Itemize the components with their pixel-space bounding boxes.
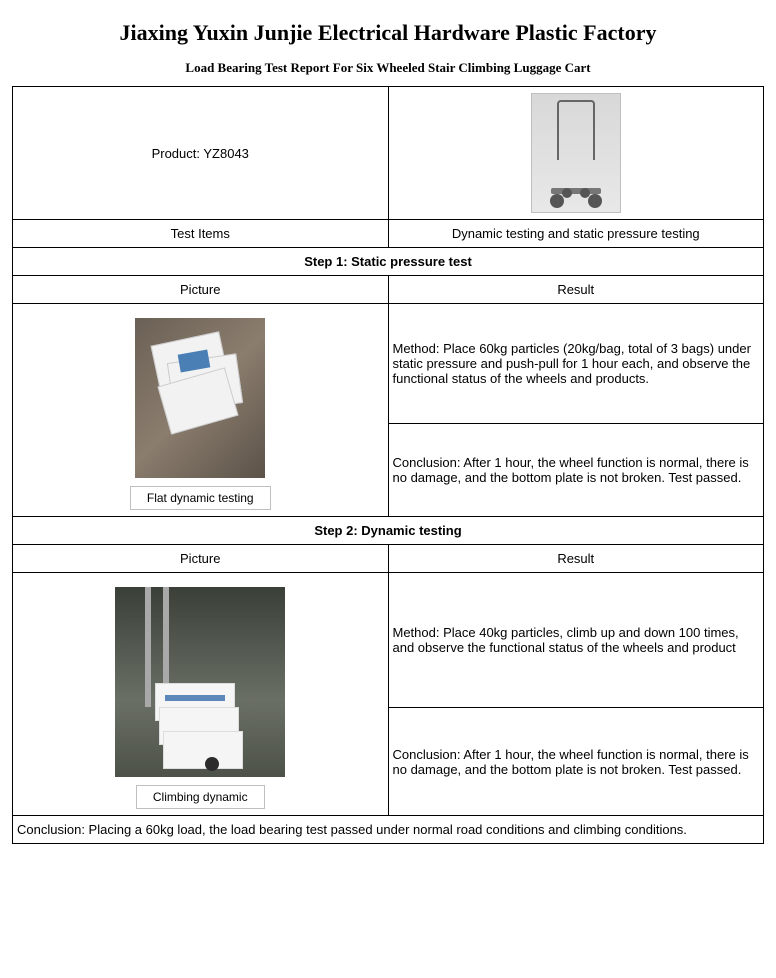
step2-method: Method: Place 40kg particles, climb up a… bbox=[388, 573, 764, 708]
step2-image bbox=[115, 587, 285, 777]
step1-header-row: Step 1: Static pressure test bbox=[13, 248, 764, 276]
step1-result-col: Result bbox=[388, 276, 764, 304]
step1-image bbox=[135, 318, 265, 478]
product-row: Product: YZ8043 bbox=[13, 87, 764, 220]
step1-header: Step 1: Static pressure test bbox=[13, 248, 764, 276]
step2-header-row: Step 2: Dynamic testing bbox=[13, 517, 764, 545]
step2-header: Step 2: Dynamic testing bbox=[13, 517, 764, 545]
step2-conclusion: Conclusion: After 1 hour, the wheel func… bbox=[388, 708, 764, 816]
test-items-row: Test Items Dynamic testing and static pr… bbox=[13, 220, 764, 248]
step1-caption: Flat dynamic testing bbox=[130, 486, 271, 510]
step1-picture-cell: Flat dynamic testing bbox=[13, 304, 389, 517]
report-title: Load Bearing Test Report For Six Wheeled… bbox=[12, 60, 764, 76]
step2-content-row-1: Climbing dynamic Method: Place 40kg part… bbox=[13, 573, 764, 708]
company-title: Jiaxing Yuxin Junjie Electrical Hardware… bbox=[12, 20, 764, 46]
step1-conclusion: Conclusion: After 1 hour, the wheel func… bbox=[388, 423, 764, 516]
test-items-label: Test Items bbox=[13, 220, 389, 248]
step1-method: Method: Place 60kg particles (20kg/bag, … bbox=[388, 304, 764, 424]
step2-picture-cell: Climbing dynamic bbox=[13, 573, 389, 816]
test-items-value: Dynamic testing and static pressure test… bbox=[388, 220, 764, 248]
step1-picture-col: Picture bbox=[13, 276, 389, 304]
step2-picture-col: Picture bbox=[13, 545, 389, 573]
product-image bbox=[531, 93, 621, 213]
final-conclusion: Conclusion: Placing a 60kg load, the loa… bbox=[13, 816, 764, 844]
step2-caption: Climbing dynamic bbox=[136, 785, 265, 809]
product-label-cell: Product: YZ8043 bbox=[13, 87, 389, 220]
step2-result-col: Result bbox=[388, 545, 764, 573]
step2-colhead-row: Picture Result bbox=[13, 545, 764, 573]
step1-colhead-row: Picture Result bbox=[13, 276, 764, 304]
product-image-cell bbox=[388, 87, 764, 220]
product-label: Product: YZ8043 bbox=[152, 146, 249, 161]
final-row: Conclusion: Placing a 60kg load, the loa… bbox=[13, 816, 764, 844]
report-table: Product: YZ8043 Test Items Dynamic testi… bbox=[12, 86, 764, 844]
step1-content-row-1: Flat dynamic testing Method: Place 60kg … bbox=[13, 304, 764, 424]
